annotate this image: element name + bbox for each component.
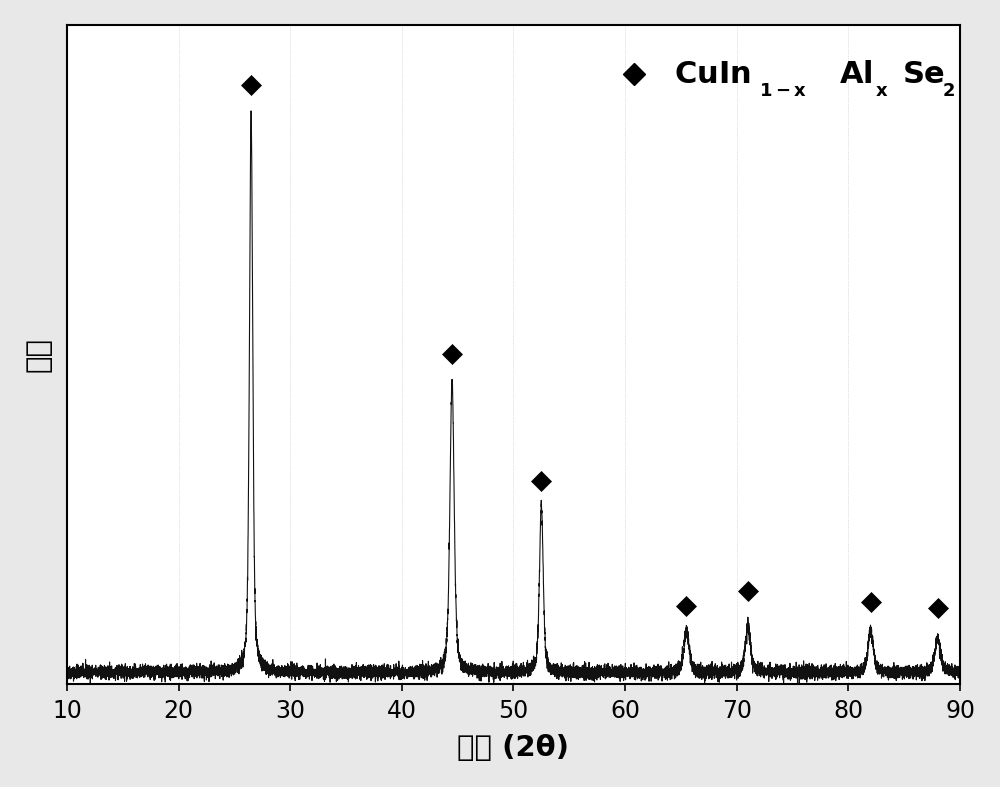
Text: $\bf{1-x}$: $\bf{1-x}$ [759, 82, 807, 100]
Text: $\bf{Se}$: $\bf{Se}$ [902, 60, 945, 89]
Text: $\bf{2}$: $\bf{2}$ [942, 82, 955, 100]
Text: $\bf{x}$: $\bf{x}$ [875, 82, 888, 100]
Text: $\bf{CuIn}$: $\bf{CuIn}$ [674, 60, 751, 89]
X-axis label: 角度 (2θ): 角度 (2θ) [457, 734, 569, 762]
Y-axis label: 强度: 强度 [25, 337, 53, 371]
Text: $\bf{Al}$: $\bf{Al}$ [839, 60, 873, 89]
